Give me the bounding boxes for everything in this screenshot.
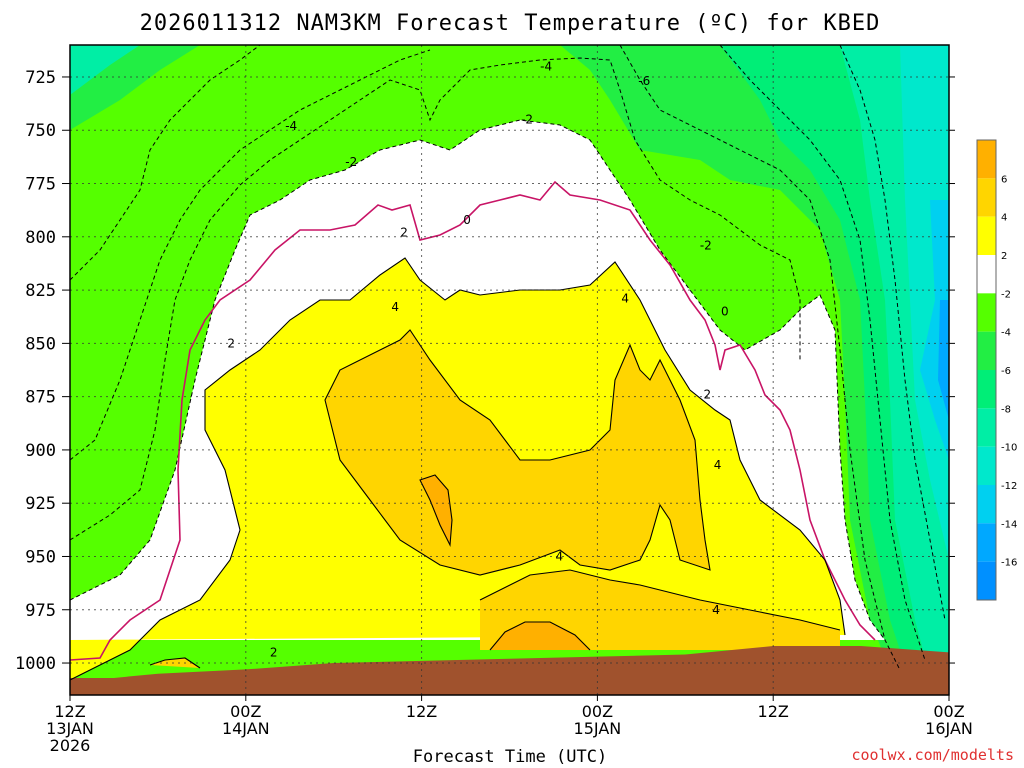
x-tick-label: 15JAN	[574, 719, 622, 738]
band-above-6-b	[490, 622, 590, 650]
colorbar-swatch	[977, 255, 996, 294]
y-tick-label: 975	[25, 601, 56, 621]
x-tick-label: 2026	[50, 736, 91, 755]
colorbar-swatch	[977, 523, 996, 562]
band-4-to-6-lowleft	[150, 658, 200, 668]
contour-label: 4	[712, 603, 720, 617]
plot-frame	[69, 44, 950, 696]
chart-title: 2026011312 NAM3KM Forecast Temperature (…	[140, 11, 881, 36]
colorbar-swatch	[977, 408, 996, 447]
contour-labels: -4 -6 -2 -4 -2 0 2 -2 4 4 0 2 2 4 4 4 2	[227, 59, 728, 659]
colorbar-swatch	[977, 331, 996, 370]
contour-label: 4	[391, 300, 399, 314]
y-tick-label: 900	[25, 441, 56, 461]
contour-label: 0	[721, 304, 729, 318]
y-tick-label: 800	[25, 228, 56, 248]
colorbar-swatch	[977, 216, 996, 255]
colorbar: 6 4 2 -2 -4 -6 -8 -10 -12 -14 -16	[976, 139, 1017, 601]
band-minus14-right	[920, 200, 949, 460]
contour-label: 2	[270, 645, 278, 659]
colorbar-label: 2	[1001, 251, 1007, 262]
contour-label: 2	[400, 226, 408, 240]
below-ground-surface	[70, 645, 949, 695]
x-tick-label: 00Z	[933, 702, 964, 721]
contour-label: 2	[227, 336, 235, 350]
y-tick-label: 750	[25, 121, 56, 141]
colorbar-label: -4	[1001, 328, 1011, 339]
y-tick-label: 1000	[15, 654, 56, 674]
colorbar-frame	[976, 139, 997, 601]
band-4-to-6-low	[480, 570, 840, 650]
contour-label: 0	[463, 213, 471, 227]
colorbar-swatch	[977, 561, 996, 600]
colorbar-swatch	[977, 446, 996, 485]
band-minus12-right	[900, 45, 949, 560]
y-tick-label: 875	[25, 388, 56, 408]
x-tick-label: 16JAN	[925, 719, 973, 738]
y-tick-label: 775	[25, 175, 56, 195]
grid	[70, 45, 949, 695]
negative-isotherms	[70, 45, 946, 671]
colorbar-label: -10	[1001, 443, 1017, 454]
contour-label: -4	[540, 59, 552, 73]
contour-label: -4	[285, 119, 297, 133]
x-tick-label: 14JAN	[222, 719, 270, 738]
contour-label: -6	[638, 74, 650, 88]
colorbar-swatch	[977, 140, 996, 179]
contour-label: 4	[621, 292, 629, 306]
contour-label: 4	[714, 458, 722, 472]
x-tick-label: 13JAN	[46, 719, 94, 738]
colorbar-label: -8	[1001, 404, 1011, 415]
contour-label: -2	[700, 238, 712, 252]
band-minus10-left	[70, 45, 140, 95]
y-tick-label: 950	[25, 547, 56, 567]
x-tick-label: 12Z	[54, 702, 85, 721]
colorbar-label: -2	[1001, 289, 1011, 300]
watermark: coolwx.com/modelts	[851, 746, 1014, 764]
x-axis-title: Forecast Time (UTC)	[413, 747, 607, 767]
colorbar-label: -12	[1001, 481, 1017, 492]
colorbar-label: -16	[1001, 558, 1017, 569]
contour-label: 2	[703, 388, 711, 402]
x-tick-label: 12Z	[758, 702, 789, 721]
band-minus16-right	[938, 300, 949, 420]
y-axis: 725 750 775 800 825 850 875 900 925 950 975 1000	[15, 68, 955, 674]
colorbar-label: 6	[1001, 174, 1007, 185]
y-tick-label: 850	[25, 334, 56, 354]
x-tick-label: 12Z	[406, 702, 437, 721]
band-above-6-a	[420, 475, 452, 545]
contour-label: 4	[555, 549, 563, 563]
colorbar-label: -14	[1001, 519, 1017, 530]
x-tick-label: 00Z	[230, 702, 261, 721]
x-tick-label: 00Z	[582, 702, 613, 721]
zero-isotherm	[70, 180, 876, 661]
colorbar-swatch	[977, 485, 996, 524]
contour-label: -2	[521, 113, 533, 127]
temperature-field	[70, 45, 949, 695]
positive-isotherms	[70, 257, 846, 681]
contour-label: -2	[345, 155, 357, 169]
y-tick-label: 825	[25, 281, 56, 301]
colorbar-label: 4	[1001, 213, 1007, 224]
colorbar-label: -6	[1001, 366, 1011, 377]
colorbar-swatch	[977, 178, 996, 217]
colorbar-swatch	[977, 293, 996, 332]
y-tick-label: 925	[25, 494, 56, 514]
y-tick-label: 725	[25, 68, 56, 88]
colorbar-swatch	[977, 370, 996, 409]
